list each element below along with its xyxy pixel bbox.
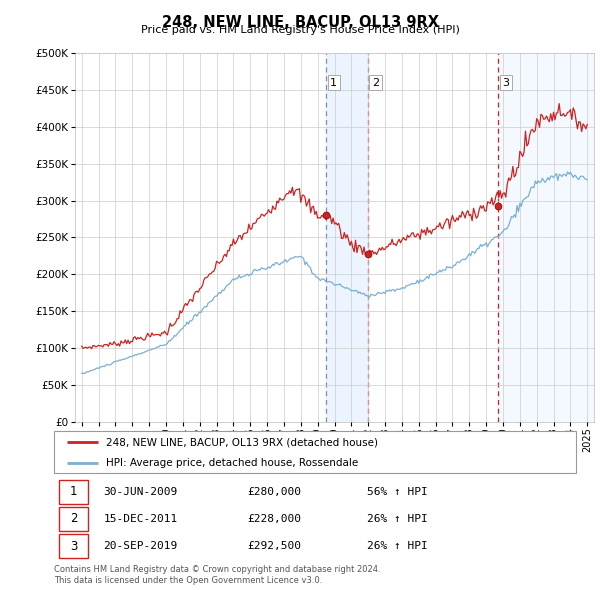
Text: 248, NEW LINE, BACUP, OL13 9RX: 248, NEW LINE, BACUP, OL13 9RX [161, 15, 439, 30]
Text: Price paid vs. HM Land Registry's House Price Index (HPI): Price paid vs. HM Land Registry's House … [140, 25, 460, 35]
Text: 3: 3 [503, 78, 509, 87]
Text: Contains HM Land Registry data © Crown copyright and database right 2024.: Contains HM Land Registry data © Crown c… [54, 565, 380, 574]
Text: HPI: Average price, detached house, Rossendale: HPI: Average price, detached house, Ross… [106, 458, 358, 467]
FancyBboxPatch shape [54, 431, 576, 473]
Text: £228,000: £228,000 [247, 514, 301, 524]
Text: 1: 1 [330, 78, 337, 87]
FancyBboxPatch shape [59, 507, 88, 531]
Text: 2: 2 [70, 512, 77, 526]
Bar [326, 53, 368, 422]
Text: 30-JUN-2009: 30-JUN-2009 [104, 487, 178, 497]
FancyBboxPatch shape [59, 480, 88, 503]
Bar [498, 53, 594, 422]
Text: 20-SEP-2019: 20-SEP-2019 [104, 541, 178, 551]
FancyBboxPatch shape [59, 535, 88, 558]
Text: This data is licensed under the Open Government Licence v3.0.: This data is licensed under the Open Gov… [54, 576, 322, 585]
Text: 15-DEC-2011: 15-DEC-2011 [104, 514, 178, 524]
Text: 3: 3 [70, 540, 77, 553]
Text: 1: 1 [70, 485, 77, 498]
Text: £280,000: £280,000 [247, 487, 301, 497]
Text: 26% ↑ HPI: 26% ↑ HPI [367, 541, 428, 551]
Text: £292,500: £292,500 [247, 541, 301, 551]
Text: 248, NEW LINE, BACUP, OL13 9RX (detached house): 248, NEW LINE, BACUP, OL13 9RX (detached… [106, 437, 378, 447]
Text: 56% ↑ HPI: 56% ↑ HPI [367, 487, 428, 497]
Text: 26% ↑ HPI: 26% ↑ HPI [367, 514, 428, 524]
Text: 2: 2 [372, 78, 379, 87]
